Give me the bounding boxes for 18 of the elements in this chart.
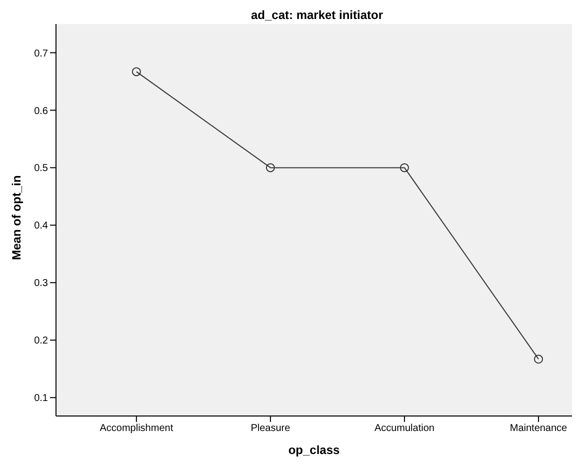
chart-title: ad_cat: market initiator [250, 8, 384, 22]
x-tick-label: Accumulation [374, 423, 434, 434]
point [534, 354, 543, 364]
point [132, 67, 141, 76]
y-tick-label: 0.3 [34, 278, 48, 290]
y-axis-title: Mean of opt_in [9, 175, 24, 260]
y-tick-label: 0.1 [34, 393, 48, 404]
y-tick-label: 0.7 [34, 48, 48, 60]
x-axis-title: op_class [288, 443, 340, 457]
y-tick-label: 0.2 [34, 336, 48, 347]
x-tick-label: Accomplishment [100, 423, 174, 434]
y-tick-label: 0.5 [34, 163, 48, 174]
x-tick-label: Maintenance [510, 423, 568, 434]
x-tick-label: Pleasure [250, 423, 291, 434]
y-tick-label: 0.6 [34, 106, 48, 117]
y-tick-label: 0.4 [34, 220, 48, 232]
point [266, 163, 275, 172]
point [400, 163, 409, 172]
